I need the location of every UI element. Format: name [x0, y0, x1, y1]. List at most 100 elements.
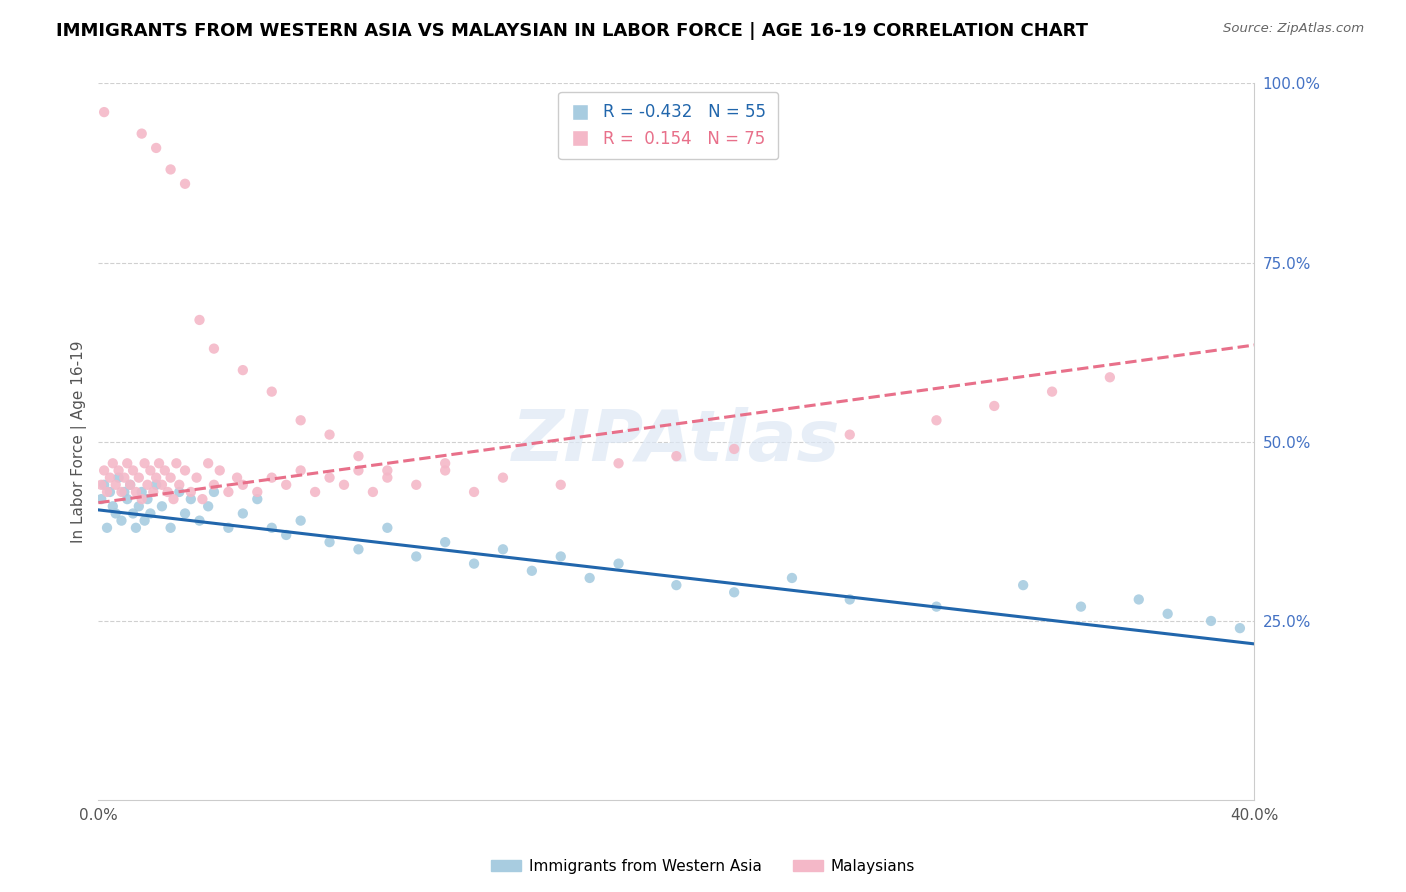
Point	[838, 592, 860, 607]
Point	[318, 535, 340, 549]
Point	[96, 521, 118, 535]
Point	[98, 470, 121, 484]
Point	[492, 542, 515, 557]
Point	[492, 470, 515, 484]
Point	[290, 463, 312, 477]
Point	[318, 470, 340, 484]
Point	[232, 477, 254, 491]
Point	[180, 485, 202, 500]
Point	[139, 463, 162, 477]
Text: Source: ZipAtlas.com: Source: ZipAtlas.com	[1223, 22, 1364, 36]
Point	[607, 557, 630, 571]
Point	[304, 485, 326, 500]
Point	[101, 456, 124, 470]
Point	[145, 141, 167, 155]
Point	[156, 485, 179, 500]
Point	[1128, 592, 1150, 607]
Point	[134, 514, 156, 528]
Point	[377, 463, 399, 477]
Point	[276, 528, 298, 542]
Point	[139, 507, 162, 521]
Point	[180, 492, 202, 507]
Point	[131, 492, 153, 507]
Point	[723, 585, 745, 599]
Point	[463, 485, 485, 500]
Point	[276, 477, 298, 491]
Point	[169, 485, 191, 500]
Point	[112, 470, 135, 484]
Point	[112, 485, 135, 500]
Point	[925, 599, 948, 614]
Point	[208, 463, 231, 477]
Point	[96, 485, 118, 500]
Point	[434, 456, 457, 470]
Text: IMMIGRANTS FROM WESTERN ASIA VS MALAYSIAN IN LABOR FORCE | AGE 16-19 CORRELATION: IMMIGRANTS FROM WESTERN ASIA VS MALAYSIA…	[56, 22, 1088, 40]
Point	[290, 413, 312, 427]
Point	[122, 507, 145, 521]
Point	[550, 549, 572, 564]
Point	[107, 463, 129, 477]
Point	[405, 477, 427, 491]
Point	[117, 492, 139, 507]
Point	[174, 507, 197, 521]
Point	[150, 500, 173, 514]
Point	[165, 456, 187, 470]
Point	[217, 485, 239, 500]
Point	[347, 463, 370, 477]
Point	[128, 500, 150, 514]
Point	[145, 470, 167, 484]
Point	[1040, 384, 1063, 399]
Point	[202, 485, 225, 500]
Point	[159, 162, 181, 177]
Point	[520, 564, 543, 578]
Point	[93, 463, 115, 477]
Point	[98, 485, 121, 500]
Point	[232, 363, 254, 377]
Point	[1012, 578, 1035, 592]
Point	[107, 470, 129, 484]
Point	[93, 477, 115, 491]
Point	[226, 470, 249, 484]
Point	[150, 477, 173, 491]
Point	[162, 492, 184, 507]
Point	[377, 470, 399, 484]
Point	[983, 399, 1005, 413]
Point	[723, 442, 745, 456]
Point	[145, 477, 167, 491]
Point	[290, 514, 312, 528]
Point	[434, 535, 457, 549]
Point	[186, 470, 208, 484]
Point	[148, 456, 170, 470]
Point	[550, 477, 572, 491]
Point	[347, 542, 370, 557]
Point	[122, 463, 145, 477]
Point	[1199, 614, 1222, 628]
Point	[925, 413, 948, 427]
Point	[169, 477, 191, 491]
Point	[1098, 370, 1121, 384]
Y-axis label: In Labor Force | Age 16-19: In Labor Force | Age 16-19	[72, 341, 87, 543]
Point	[131, 127, 153, 141]
Point	[159, 470, 181, 484]
Point	[260, 521, 283, 535]
Point	[463, 557, 485, 571]
Point	[101, 500, 124, 514]
Point	[197, 500, 219, 514]
Point	[318, 427, 340, 442]
Point	[134, 456, 156, 470]
Point	[347, 449, 370, 463]
Point	[260, 384, 283, 399]
Point	[377, 521, 399, 535]
Point	[232, 507, 254, 521]
Point	[188, 313, 211, 327]
Point	[120, 477, 142, 491]
Point	[361, 485, 384, 500]
Point	[607, 456, 630, 470]
Point	[110, 514, 132, 528]
Point	[665, 449, 688, 463]
Point	[104, 477, 127, 491]
Point	[90, 492, 112, 507]
Point	[578, 571, 600, 585]
Point	[665, 578, 688, 592]
Point	[153, 463, 176, 477]
